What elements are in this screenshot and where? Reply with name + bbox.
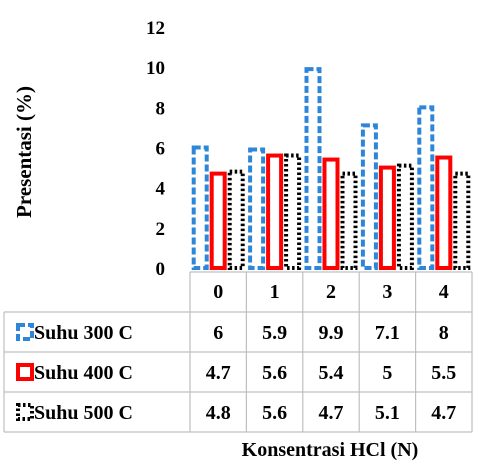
bar-2-2 [322, 157, 340, 270]
y-tick-label: 4 [156, 179, 166, 200]
data-label: 4.7 [206, 362, 231, 384]
data-label: 5.6 [262, 402, 287, 424]
bar-3-2 [340, 171, 358, 271]
data-label: 4.7 [431, 402, 456, 424]
y-axis-ticks: 0 2 4 6 8 10 12 [146, 18, 166, 280]
data-label: 5.4 [319, 362, 344, 384]
bar-3-0 [227, 169, 245, 271]
data-label: 6 [213, 322, 223, 344]
x-tick-label: 4 [439, 281, 449, 303]
bar-1-2 [304, 67, 322, 270]
bar-2-0 [209, 171, 227, 271]
legend-label: Suhu 400 C [34, 362, 133, 384]
data-label: 4.8 [206, 402, 231, 424]
x-tick-label: 0 [213, 281, 223, 303]
data-label: 7.1 [375, 322, 400, 344]
x-tick-label: 1 [270, 281, 280, 303]
bar-3-4 [453, 171, 471, 271]
data-label: 9.9 [319, 322, 344, 344]
y-axis-label: Presentasi (%) [12, 86, 36, 218]
data-label: 5.6 [262, 362, 287, 384]
bar-2-4 [435, 155, 453, 271]
x-axis-label: Konsentrasi HCl (N) [242, 439, 419, 461]
bars [191, 67, 471, 271]
y-tick-label: 0 [156, 259, 166, 280]
bar-3-3 [396, 163, 414, 270]
x-tick-label: 3 [382, 281, 392, 303]
bar-1-4 [417, 105, 435, 271]
bar-1-3 [360, 123, 378, 270]
x-tick-label: 2 [326, 281, 336, 303]
y-tick-label: 8 [156, 98, 166, 119]
legend-label: Suhu 500 C [34, 402, 133, 424]
data-label: 5.1 [375, 402, 400, 424]
legend-label: Suhu 300 C [34, 322, 133, 344]
bar-3-1 [284, 153, 302, 271]
y-tick-label: 12 [146, 18, 165, 39]
legend-key-3 [16, 403, 34, 421]
bar-1-1 [248, 147, 266, 270]
data-label: 8 [439, 322, 449, 344]
data-label: 5.5 [431, 362, 456, 384]
bar-2-1 [266, 153, 284, 271]
legend-key-2 [16, 363, 34, 381]
data-label: 5 [382, 362, 392, 384]
data-label: 5.9 [262, 322, 287, 344]
data-label: 4.7 [319, 402, 344, 424]
bar-1-0 [191, 145, 209, 270]
legend-key-1 [16, 323, 34, 341]
y-tick-label: 2 [156, 219, 166, 240]
data-table: 0 1 2 3 4 Suhu 300 C 6 5.9 9.9 7.1 8 Suhu 400 C 4.7 5… [3, 271, 473, 433]
bar-2-3 [378, 165, 396, 270]
y-tick-label: 6 [156, 139, 166, 160]
y-tick-label: 10 [146, 58, 165, 79]
